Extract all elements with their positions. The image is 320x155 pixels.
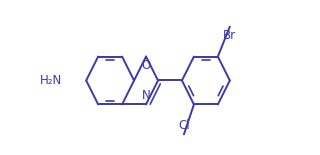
Text: H₂N: H₂N	[40, 74, 62, 87]
Text: O: O	[141, 59, 151, 72]
Text: Cl: Cl	[178, 119, 190, 132]
Text: N: N	[142, 89, 150, 102]
Text: Br: Br	[223, 29, 236, 42]
